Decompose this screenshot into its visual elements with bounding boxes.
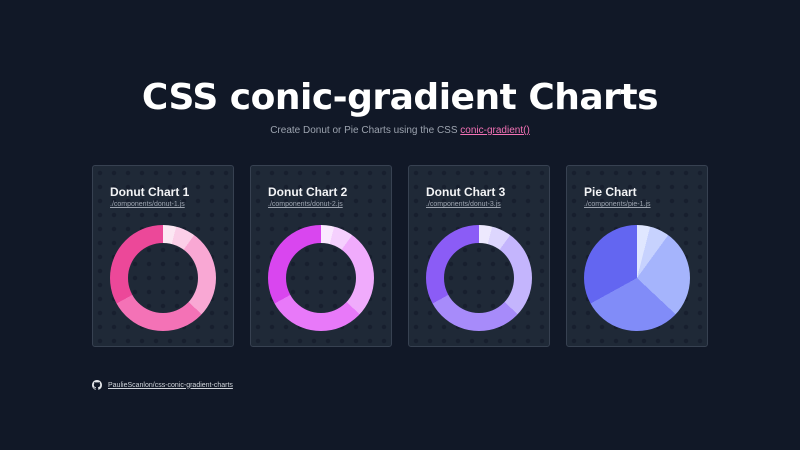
pie-chart	[584, 225, 690, 331]
page-subtitle: Create Donut or Pie Charts using the CSS…	[0, 125, 800, 136]
card-donut-1: Donut Chart 1 ./components/donut-1.js	[92, 165, 234, 347]
card-title: Donut Chart 2	[268, 185, 348, 199]
card-title: Pie Chart	[584, 185, 637, 199]
card-source-link[interactable]: ./components/donut-2.js	[268, 201, 343, 208]
card-pie: Pie Chart ./components/pie-1.js	[566, 165, 708, 347]
conic-gradient-link[interactable]: conic-gradient()	[460, 125, 530, 136]
card-title: Donut Chart 3	[426, 185, 506, 199]
repo-link[interactable]: PaulieScanlon/css-conic-gradient-charts	[108, 381, 233, 389]
card-source-link[interactable]: ./components/donut-3.js	[426, 201, 501, 208]
github-icon	[92, 380, 102, 390]
donut-hole	[444, 243, 514, 313]
chart-cards: Donut Chart 1 ./components/donut-1.js Do…	[92, 165, 708, 347]
donut-hole	[128, 243, 198, 313]
card-source-link[interactable]: ./components/donut-1.js	[110, 201, 185, 208]
donut-chart	[110, 225, 216, 331]
donut-hole	[286, 243, 356, 313]
donut-chart	[268, 225, 374, 331]
card-donut-3: Donut Chart 3 ./components/donut-3.js	[408, 165, 550, 347]
card-source-link[interactable]: ./components/pie-1.js	[584, 201, 651, 208]
subtitle-text: Create Donut or Pie Charts using the CSS	[270, 125, 461, 136]
footer: PaulieScanlon/css-conic-gradient-charts	[92, 380, 233, 390]
page-title: CSS conic-gradient Charts	[141, 77, 659, 118]
donut-chart	[426, 225, 532, 331]
page-header: CSS conic-gradient Charts Create Donut o…	[0, 77, 800, 137]
card-title: Donut Chart 1	[110, 185, 190, 199]
card-donut-2: Donut Chart 2 ./components/donut-2.js	[250, 165, 392, 347]
